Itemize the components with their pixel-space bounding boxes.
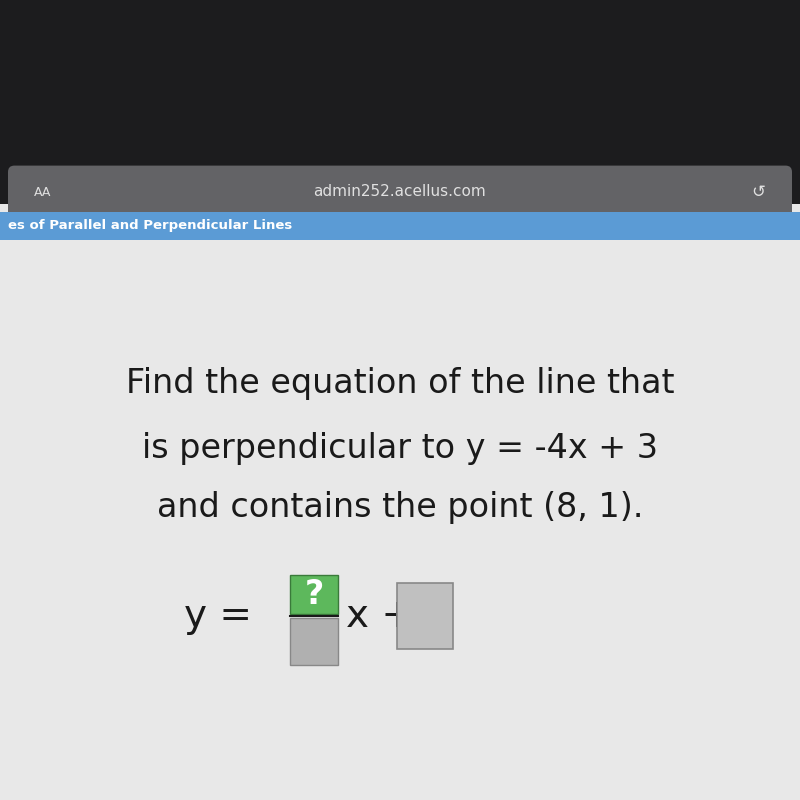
Text: AA: AA <box>34 186 52 198</box>
FancyBboxPatch shape <box>8 166 792 218</box>
Text: x +: x + <box>346 597 426 635</box>
Bar <box>0 212 800 240</box>
Text: is perpendicular to y = -4x + 3: is perpendicular to y = -4x + 3 <box>142 431 658 465</box>
Bar <box>0 0 800 204</box>
Text: admin252.acellus.com: admin252.acellus.com <box>314 185 486 199</box>
Text: ↺: ↺ <box>752 183 766 201</box>
FancyBboxPatch shape <box>397 583 453 650</box>
Text: y =: y = <box>184 597 264 635</box>
Text: ?: ? <box>304 578 324 611</box>
FancyBboxPatch shape <box>290 618 338 665</box>
Text: es of Parallel and Perpendicular Lines: es of Parallel and Perpendicular Lines <box>8 219 292 233</box>
Text: Find the equation of the line that: Find the equation of the line that <box>126 367 674 401</box>
FancyBboxPatch shape <box>290 575 338 614</box>
Bar <box>0 240 800 800</box>
Text: and contains the point (8, 1).: and contains the point (8, 1). <box>157 491 643 525</box>
